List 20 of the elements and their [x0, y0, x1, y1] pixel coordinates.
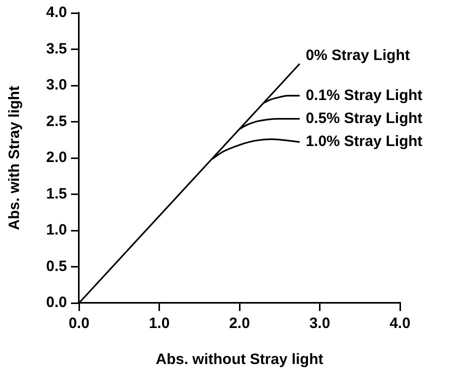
x-axis-title: Abs. without Stray light: [156, 351, 324, 368]
series-label: 0% Stray Light: [306, 46, 410, 64]
y-tick-label: 1.0: [46, 222, 67, 239]
x-tick-label: 2.0: [229, 315, 250, 332]
y-tick-label: 1.5: [46, 185, 67, 202]
series-label: 0.5% Stray Light: [306, 110, 422, 127]
y-tick-label: 2.0: [46, 149, 67, 166]
series-label: 0.1% Stray Light: [306, 86, 422, 104]
y-tick-label: 0.0: [46, 294, 67, 312]
y-tick-label: 3.0: [46, 76, 67, 94]
y-tick-label: 3.5: [46, 40, 67, 58]
y-tick-label: 0.5: [46, 258, 67, 275]
y-axis-title: Abs. with Stray light: [6, 86, 24, 230]
x-tick-label: 0.0: [68, 315, 90, 332]
y-tick-label: 2.5: [46, 112, 67, 130]
y-tick-label: 4.0: [46, 4, 67, 22]
x-tick-label: 1.0: [148, 315, 170, 332]
series-label: 1.0% Stray Light: [306, 133, 422, 150]
x-tick-label: 4.0: [390, 315, 410, 332]
x-tick-label: 3.0: [309, 315, 330, 332]
